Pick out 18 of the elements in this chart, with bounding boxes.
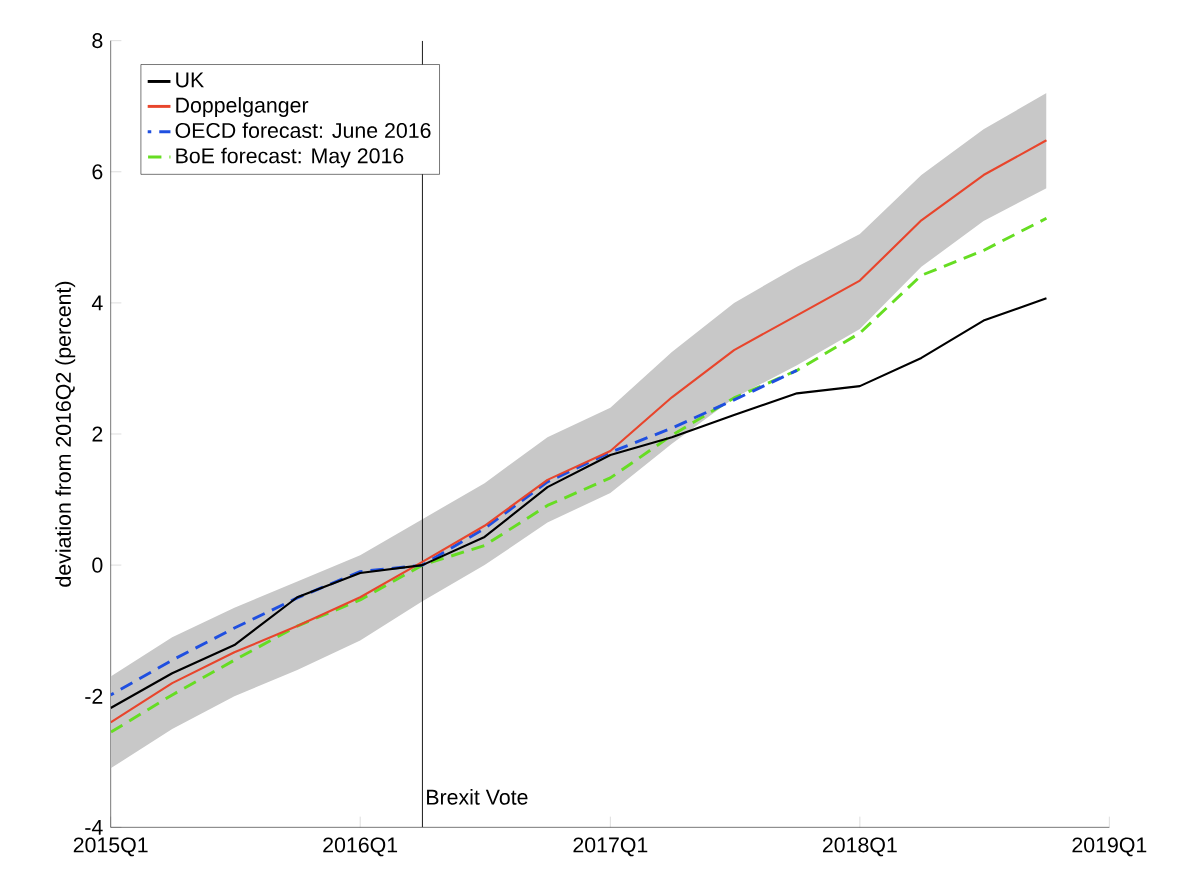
legend-label: UK: [176, 72, 204, 88]
legend-label: Doppelganger: [176, 97, 309, 117]
y-tick-label: 8: [92, 33, 103, 49]
ref-line-label: Brexit Vote: [427, 789, 528, 805]
y-tick-label: 4: [91, 295, 103, 311]
legend-label: BoE forecast: May 2016: [176, 147, 404, 168]
y-tick-label: 0: [92, 557, 103, 573]
x-tick-label: 2015Q1: [73, 837, 148, 857]
x-tick-label: 2019Q1: [1072, 837, 1147, 857]
y-tick-label: 2: [92, 426, 103, 442]
y-axis-title: deviation from 2016Q2 (percent): [55, 281, 76, 587]
x-tick-label: 2016Q1: [323, 837, 398, 857]
y-tick-label: -2: [85, 688, 103, 704]
x-tick-label: 2017Q1: [573, 837, 648, 857]
y-tick-label: -4: [85, 819, 103, 835]
legend-label: OECD forecast: June 2016: [175, 122, 431, 139]
x-tick-label: 2018Q1: [822, 837, 897, 857]
y-tick-label: 6: [92, 164, 103, 180]
